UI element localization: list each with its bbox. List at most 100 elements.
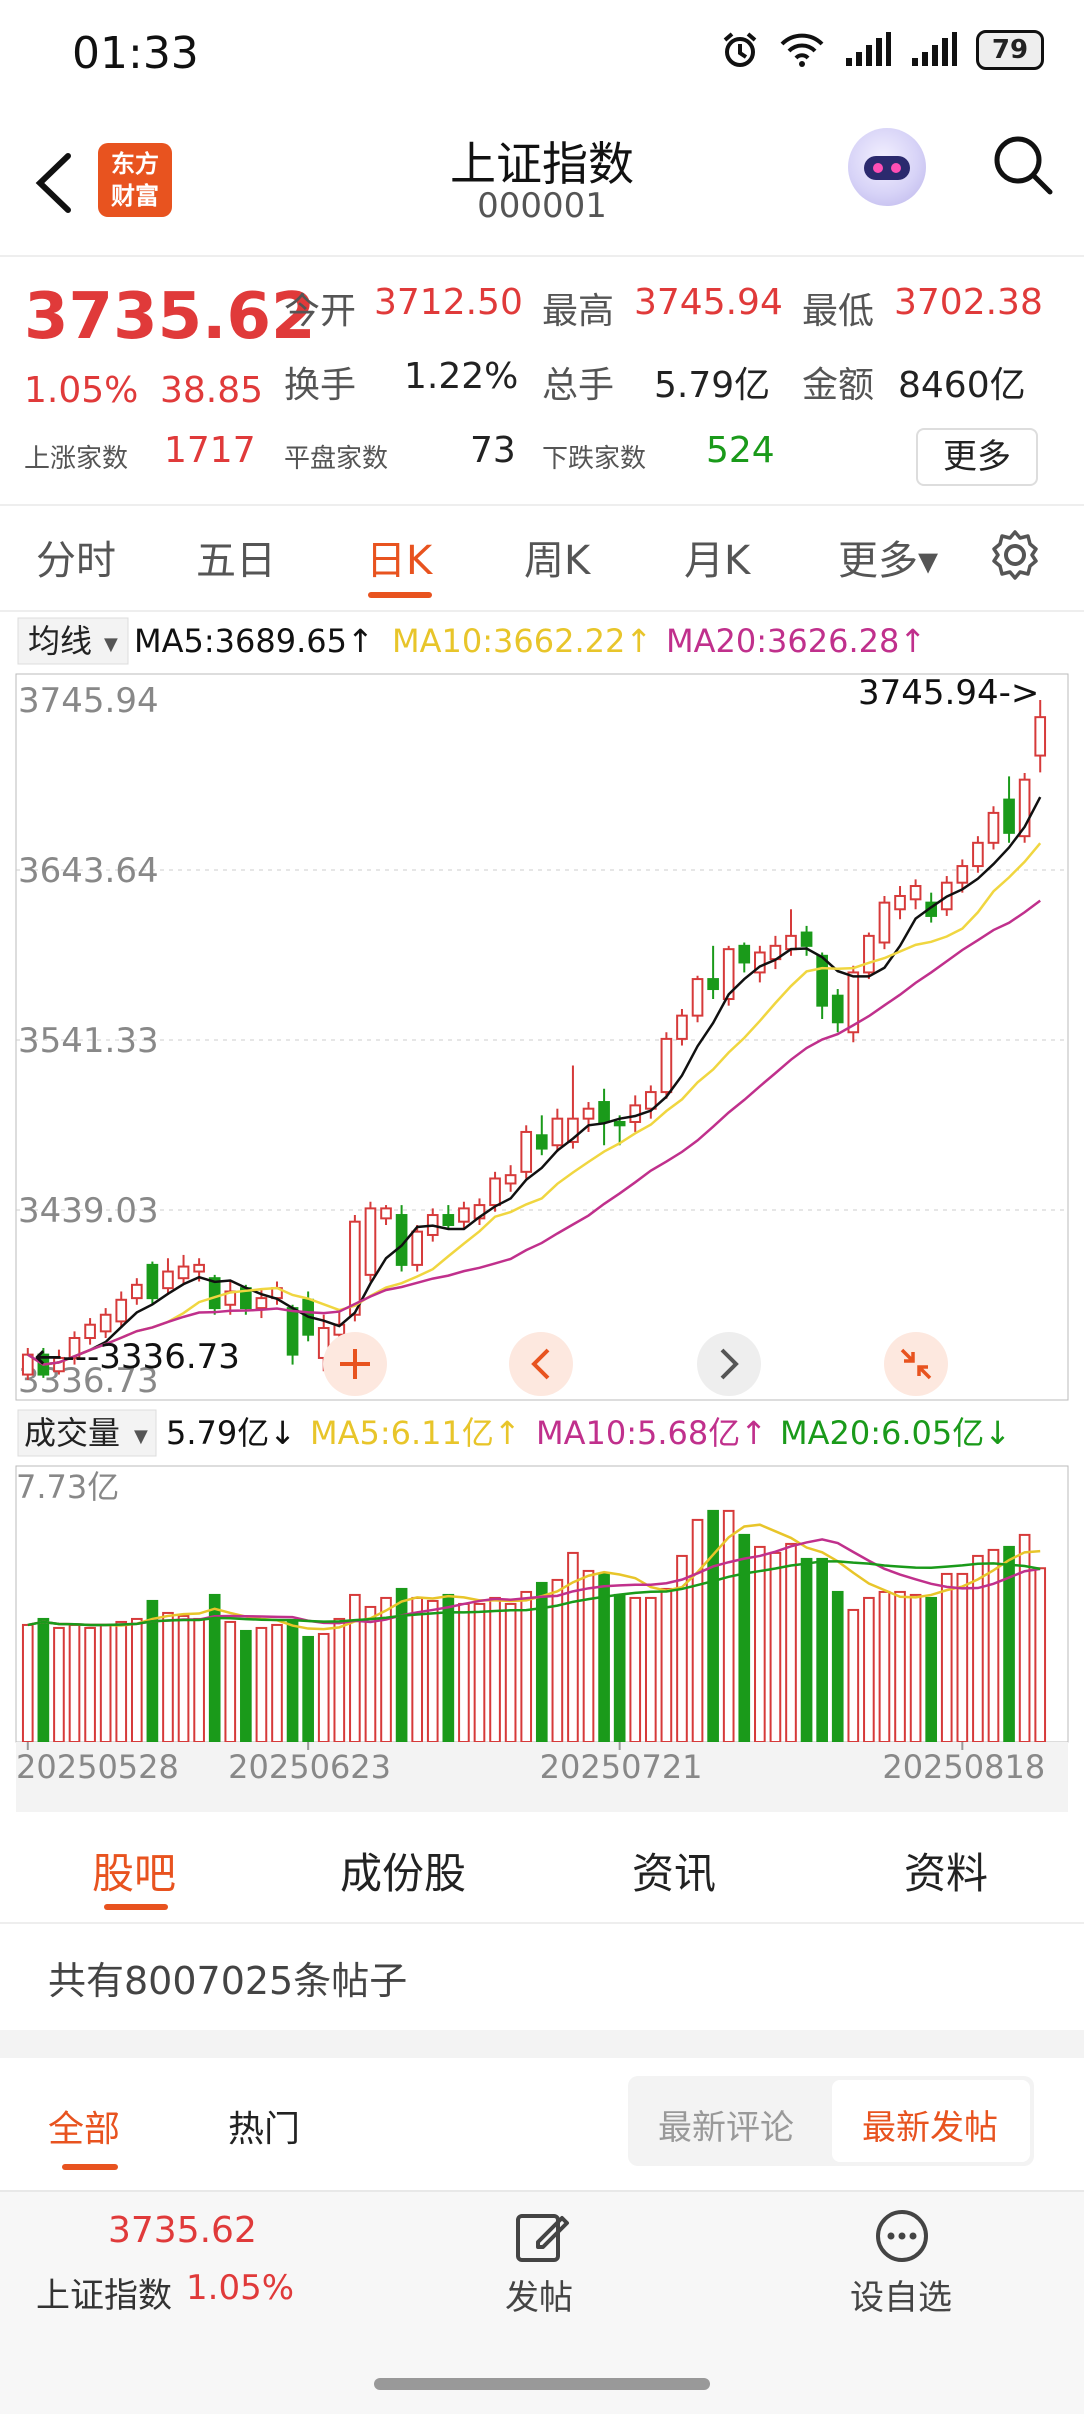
section-tabs — [0, 1818, 1084, 1924]
volume-bar — [691, 1518, 704, 1744]
down-count: 524 — [706, 430, 775, 471]
vol-selector-box[interactable] — [17, 1409, 157, 1457]
active-section-indicator — [104, 1904, 168, 1910]
post-button-label[interactable]: 发帖 — [505, 2278, 573, 2318]
date-axis-band — [16, 1742, 1068, 1812]
volume-bar — [722, 1509, 735, 1743]
gear-icon[interactable] — [988, 528, 1042, 582]
candle-body — [130, 1283, 143, 1300]
amount-value: 8460亿 — [898, 365, 1026, 406]
sort-latest-comment[interactable]: 最新评论 — [658, 2108, 794, 2148]
scroll-left-button[interactable] — [509, 1332, 573, 1396]
volume-bar — [660, 1587, 673, 1743]
volume-bar — [458, 1602, 470, 1743]
candle-body — [738, 944, 751, 964]
volume-bars — [21, 1509, 1047, 1744]
candle-body — [1003, 798, 1015, 834]
candle-body — [489, 1177, 501, 1207]
scroll-right-button[interactable] — [697, 1332, 761, 1396]
subtab-hot[interactable]: 热门 — [228, 2109, 301, 2150]
flat-count: 73 — [470, 430, 516, 471]
candle-body — [193, 1263, 205, 1273]
volume-bar — [193, 1617, 205, 1743]
status-time: 01:33 — [72, 28, 199, 79]
zoom-out-button[interactable] — [884, 1332, 948, 1396]
volume-bar — [53, 1626, 65, 1744]
home-indicator[interactable] — [374, 2378, 710, 2390]
signal-icon-2 — [912, 32, 957, 66]
candle-body — [909, 885, 922, 901]
ma-selector-caret: ▼ — [104, 634, 118, 655]
tab-intraday[interactable]: 分时 — [36, 538, 116, 584]
date-tick-label: 20250528 — [16, 1748, 179, 1786]
volume-bar — [333, 1617, 346, 1743]
down-count-label: 下跌家数 — [542, 444, 647, 474]
more-quote-button[interactable]: 更多 — [916, 428, 1038, 486]
volume-bar — [644, 1596, 657, 1744]
candle-body — [146, 1263, 159, 1300]
flat-count-label: 平盘家数 — [284, 444, 389, 474]
change-percent: 1.05% — [24, 370, 139, 411]
volume-label: 总手 — [542, 365, 615, 406]
tab-news[interactable]: 资讯 — [632, 1849, 717, 1898]
ma10-legend: MA10:3662.22↑ — [392, 622, 652, 660]
watchlist-button-label[interactable]: 设自选 — [850, 2278, 952, 2318]
assistant-robot-icon[interactable] — [848, 128, 926, 206]
tab-weekly-k[interactable]: 周K — [524, 538, 591, 584]
tab-daily-k[interactable]: 日K — [366, 538, 433, 584]
candle-body — [551, 1117, 564, 1147]
volume-value: 5.79亿 — [654, 365, 771, 406]
ma-selector-box[interactable] — [17, 617, 129, 665]
app-logo: 东方 财富 — [98, 143, 172, 217]
tab-profile[interactable]: 资料 — [904, 1849, 989, 1898]
battery-indicator: 79 — [976, 30, 1044, 70]
edit-post-icon[interactable] — [514, 2208, 570, 2264]
volume-bar — [972, 1554, 984, 1743]
candle-body — [660, 1037, 673, 1094]
volume-bar — [925, 1596, 938, 1744]
kline-chart[interactable]: 均线 ▼ MA5:3689.65↑ MA10:3662.22↑ MA20:362… — [0, 610, 1084, 1820]
tab-monthly-k[interactable]: 月K — [684, 538, 751, 584]
candle-body — [1018, 778, 1031, 838]
candle-body — [411, 1230, 424, 1266]
volume-axis-max: 7.73亿 — [16, 1468, 119, 1506]
candle-body — [1034, 716, 1047, 757]
tab-five-day[interactable]: 五日 — [196, 538, 276, 584]
candle-body — [567, 1117, 579, 1143]
tab-forum[interactable]: 股吧 — [92, 1849, 177, 1898]
search-icon[interactable] — [990, 132, 1056, 198]
turnover-label: 换手 — [284, 365, 357, 406]
tab-more[interactable]: 更多▾ — [838, 538, 939, 584]
volume-bar — [240, 1629, 252, 1744]
date-axis: 20250528 20250623 20250721 20250818 — [16, 1742, 1045, 1786]
bottom-stock-name: 上证指数 — [36, 2276, 172, 2316]
ma-selector[interactable]: 均线 — [28, 622, 92, 660]
status-icons: 79 — [720, 30, 1044, 70]
volume-bar — [364, 1605, 377, 1743]
zoom-in-button[interactable] — [323, 1332, 387, 1396]
volume-bar — [162, 1611, 174, 1744]
candle-body — [644, 1091, 657, 1110]
volume-bar — [442, 1593, 455, 1743]
subtab-all[interactable]: 全部 — [48, 2109, 121, 2150]
max-price-marker: 3745.94-> — [858, 673, 1039, 713]
active-subtab-indicator — [62, 2164, 118, 2170]
volume-bar — [956, 1572, 969, 1743]
back-arrow-icon[interactable] — [30, 150, 80, 216]
volume-bar — [831, 1590, 844, 1743]
amount-label: 金额 — [802, 365, 875, 406]
wifi-icon — [780, 33, 824, 67]
tab-constituents[interactable]: 成份股 — [340, 1849, 467, 1898]
current-price: 3735.62 — [24, 280, 316, 354]
candle-body — [707, 978, 719, 991]
add-watchlist-icon[interactable] — [874, 2208, 930, 2264]
vol-selector-caret: ▼ — [134, 1426, 148, 1447]
vol-ma20-legend: MA20:6.05亿↓ — [780, 1414, 1011, 1452]
ma5-legend: MA5:3689.65↑ — [134, 622, 374, 660]
candle-body — [878, 901, 891, 944]
vol-selector[interactable]: 成交量 — [24, 1414, 120, 1452]
volume-bar — [504, 1602, 517, 1743]
sort-latest-post[interactable]: 最新发帖 — [862, 2108, 998, 2148]
candle-body — [691, 978, 704, 1017]
